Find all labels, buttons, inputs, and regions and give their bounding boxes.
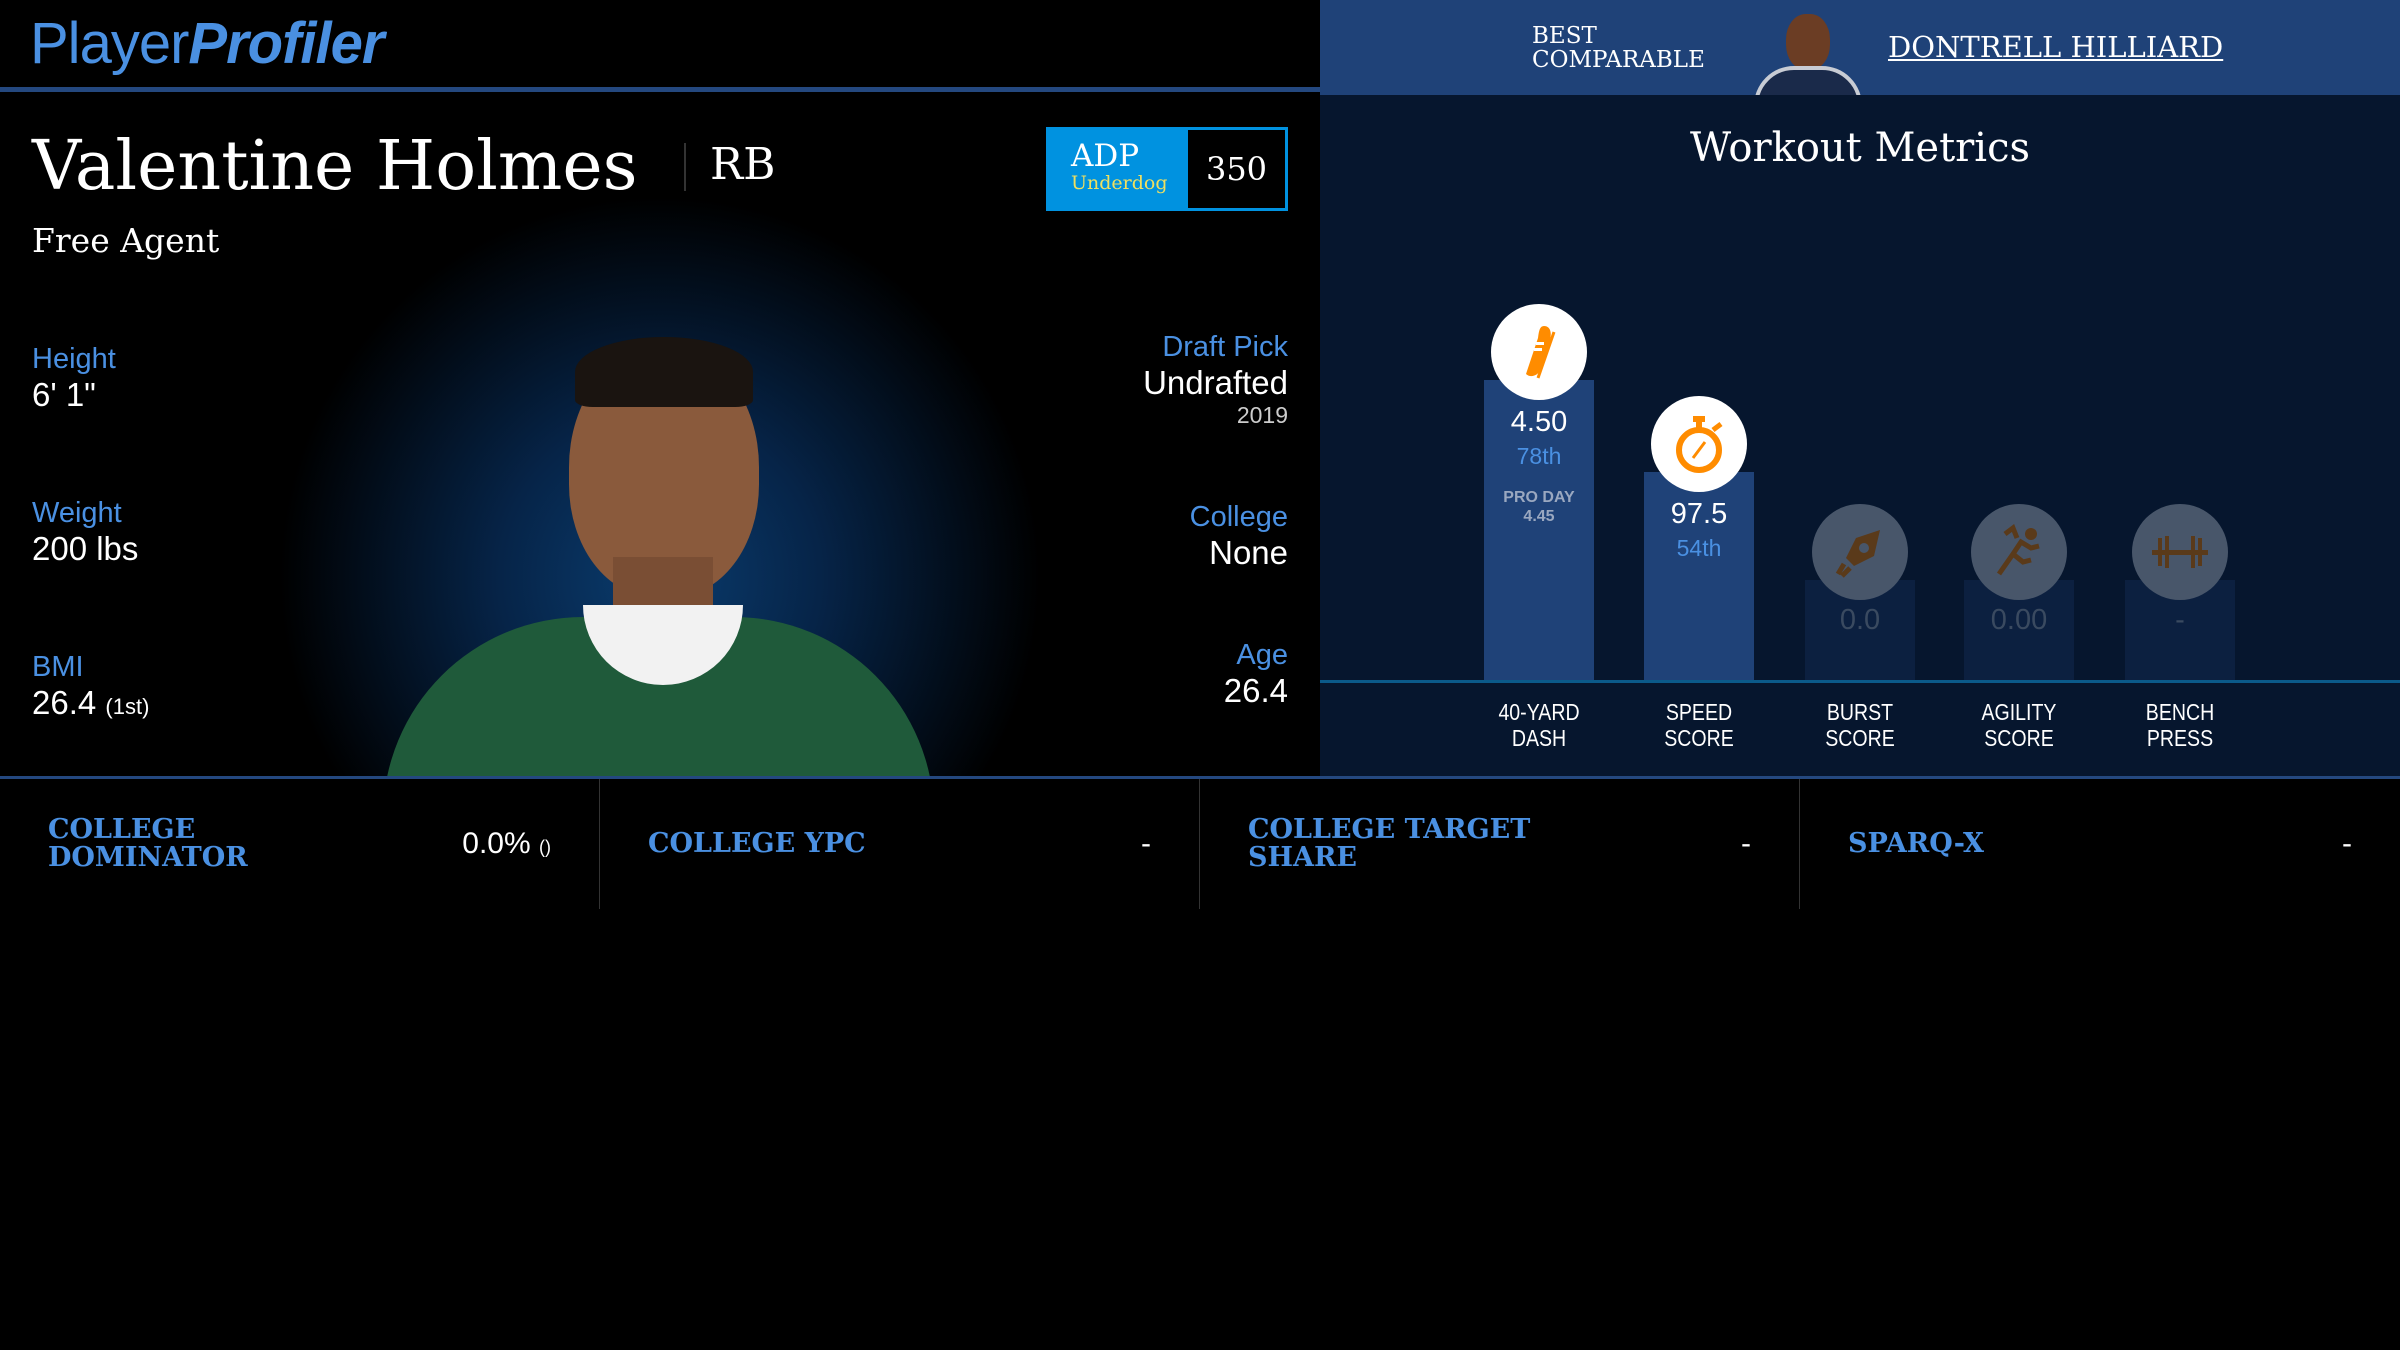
comparable-avatar	[1748, 10, 1868, 95]
label-line1: BEST	[1532, 23, 1597, 49]
workout-title: Workout Metrics	[1689, 125, 2031, 171]
header: PlayerProfiler	[0, 0, 1320, 92]
logo-part2: Profiler	[188, 11, 384, 76]
stat-value: 26.4	[1223, 672, 1288, 709]
metric-label: SPEED SCORE	[1664, 699, 1734, 751]
stat-sub: 2019	[1236, 402, 1288, 428]
college-stat-value: 0.0% ()	[462, 827, 551, 860]
metric-extra: PRO DAY 4.45	[1503, 489, 1575, 525]
metric-value: 0.00	[1990, 604, 2048, 636]
workout-metrics-panel: Workout Metrics 4.50 78th PRO DAY 4.45 97.5 5…	[1320, 95, 2400, 776]
college-stats-bar: COLLEGE DOMINATOR 0.0% () COLLEGE YPC - COLL…	[0, 776, 2400, 909]
metric-value: 0.0	[1839, 604, 1881, 636]
stopwatch-icon	[1651, 396, 1747, 492]
metric-bar: -	[2125, 504, 2235, 680]
college-stat-cell: COLLEGE TARGET SHARE -	[1200, 779, 1800, 909]
dumbbell-icon	[2132, 504, 2228, 600]
metric-percentile: 78th	[1516, 443, 1562, 469]
stat-bmi: BMI 26.4 (1st)	[32, 651, 149, 722]
rocket-icon	[1812, 504, 1908, 600]
adp-label: ADP	[1071, 138, 1140, 174]
stat-college: College None	[1190, 501, 1288, 572]
college-stat-cell: SPARQ-X -	[1800, 779, 2400, 909]
college-stat-cell: COLLEGE DOMINATOR 0.0% ()	[0, 779, 600, 909]
adp-label-box: ADP Underdog	[1049, 130, 1188, 208]
stat-height: Height 6' 1"	[32, 343, 116, 414]
stat-value: Undrafted	[1143, 364, 1288, 401]
metric-label: BURST SCORE	[1825, 699, 1895, 751]
college-stat-value: -	[1141, 827, 1151, 860]
stat-label: Age	[1236, 639, 1288, 671]
player-name: Valentine Holmes	[32, 127, 638, 206]
label-line2: COMPARABLE	[1532, 47, 1705, 73]
college-stat-label: SPARQ-X	[1848, 828, 1984, 859]
best-comparable-banner: BEST COMPARABLE DONTRELL HILLIARD	[1320, 0, 2400, 95]
metric-value: 97.5	[1670, 498, 1728, 530]
running-shoe-icon	[1491, 304, 1587, 400]
runner-icon	[1971, 504, 2067, 600]
stat-value: 6' 1"	[32, 376, 96, 413]
metric-percentile: 54th	[1676, 535, 1722, 561]
metric-value: 4.50	[1510, 406, 1568, 438]
metric-label: AGILITY SCORE	[1981, 699, 2057, 751]
metric-value: -	[2175, 604, 2185, 636]
metric-label: 40-YARD DASH	[1498, 699, 1580, 751]
stat-age: Age 26.4	[1224, 639, 1288, 710]
stat-label: Weight	[32, 497, 122, 529]
stat-rank: (1st)	[105, 694, 150, 719]
player-position: RB	[710, 139, 776, 190]
adp-source: Underdog	[1071, 172, 1168, 194]
player-photo	[383, 337, 934, 776]
stat-weight: Weight 200 lbs	[32, 497, 138, 568]
metric-bar: 0.00	[1964, 504, 2074, 680]
comparable-player-link[interactable]: DONTRELL HILLIARD	[1888, 30, 2224, 64]
stat-label: Height	[32, 343, 116, 375]
college-stat-label: COLLEGE TARGET SHARE	[1248, 814, 1531, 873]
best-comparable-label: BEST COMPARABLE	[1532, 24, 1705, 72]
college-stat-value: -	[2342, 827, 2352, 860]
adp-value: 350	[1188, 130, 1285, 208]
stat-label: Draft Pick	[1162, 331, 1288, 363]
metric-bar: 97.5 54th	[1644, 396, 1754, 680]
stat-label: College	[1189, 501, 1288, 533]
stat-value: 26.4	[32, 684, 97, 721]
stat-label: BMI	[32, 651, 84, 683]
stat-value: None	[1209, 534, 1288, 571]
stat-draft-pick: Draft Pick Undrafted 2019	[1143, 331, 1288, 429]
college-stat-cell: COLLEGE YPC -	[600, 779, 1200, 909]
logo-part1: Player	[30, 11, 189, 76]
divider	[684, 143, 686, 191]
metric-bar: 0.0	[1805, 504, 1915, 680]
stat-value: 200 lbs	[32, 530, 139, 567]
metric-bar: 4.50 78th PRO DAY 4.45	[1484, 304, 1594, 680]
workout-chart: 4.50 78th PRO DAY 4.45 97.5 54th 0.0 0.00 -	[1320, 95, 2400, 680]
college-stat-label: COLLEGE DOMINATOR	[48, 814, 248, 873]
player-panel: Valentine Holmes RB Free Agent ADP Under…	[0, 97, 1320, 776]
adp-badge: ADP Underdog 350	[1046, 127, 1288, 211]
metric-label: BENCH PRESS	[2145, 699, 2215, 751]
baseline	[1320, 680, 2400, 683]
college-stat-label: COLLEGE YPC	[648, 828, 866, 859]
player-team: Free Agent	[32, 221, 220, 260]
logo[interactable]: PlayerProfiler	[30, 10, 384, 77]
college-stat-value: -	[1741, 827, 1751, 860]
